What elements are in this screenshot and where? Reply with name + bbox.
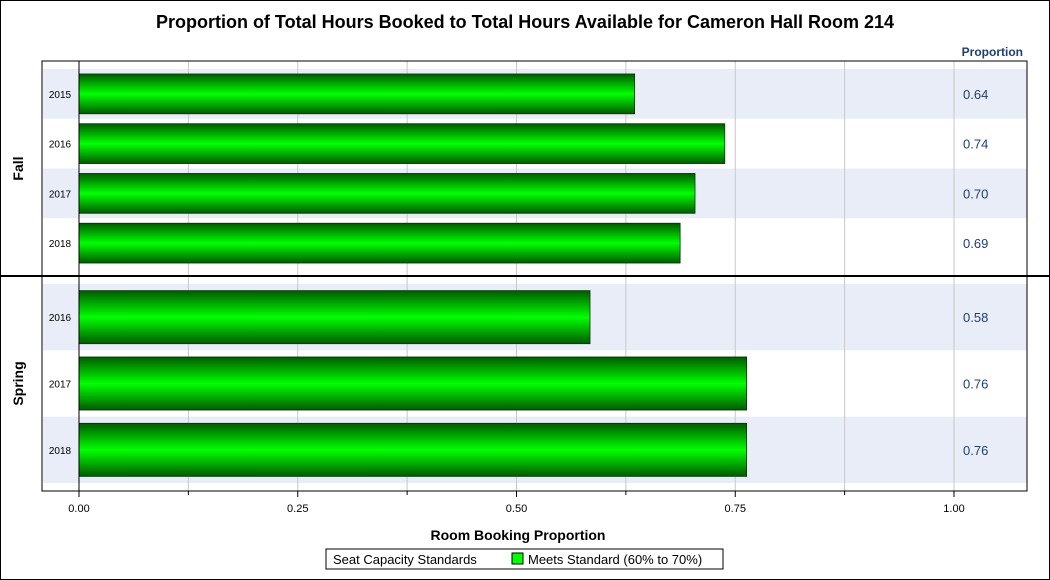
x-tick-label: 0.50 [506,503,527,515]
bar-spring-2017 [78,356,748,411]
bar-spring-2016 [78,290,591,345]
x-tick-label: 0.75 [725,503,746,515]
category-label: 2016 [49,140,72,151]
category-label: 2017 [49,189,72,200]
value-label: 0.58 [963,310,988,325]
category-label: 2016 [49,313,72,324]
category-label: 2015 [49,90,72,101]
x-tick-label: 1.00 [943,503,964,515]
x-axis-title: Room Booking Proportion [431,527,606,543]
group-label-fall: Fall [10,156,26,180]
legend-title: Seat Capacity Standards [333,552,477,567]
legend-swatch [511,552,524,565]
bar-fall-2018 [78,222,681,264]
value-label: 0.70 [963,186,988,201]
value-column-header: Proportion [962,45,1023,59]
bar-spring-2018 [78,422,748,477]
value-label: 0.76 [963,377,988,392]
legend: Seat Capacity Standards Meets Standard (… [325,548,724,570]
bar-fall-2017 [78,173,696,214]
category-label: 2017 [49,380,72,391]
legend-box [325,548,724,570]
value-label: 0.69 [963,236,988,251]
legend-item-label: Meets Standard (60% to 70%) [528,552,702,567]
category-label: 2018 [49,446,72,457]
bar-fall-2016 [78,123,726,164]
chart-title: Proportion of Total Hours Booked to Tota… [156,12,894,32]
bar-fall-2015 [78,73,636,115]
group-label-spring: Spring [10,361,26,405]
value-label: 0.64 [963,87,988,102]
value-label: 0.76 [963,443,988,458]
x-tick-label: 0.25 [287,503,308,515]
value-label: 0.74 [963,137,988,152]
category-label: 2018 [49,239,72,250]
x-tick-label: 0.00 [68,503,89,515]
